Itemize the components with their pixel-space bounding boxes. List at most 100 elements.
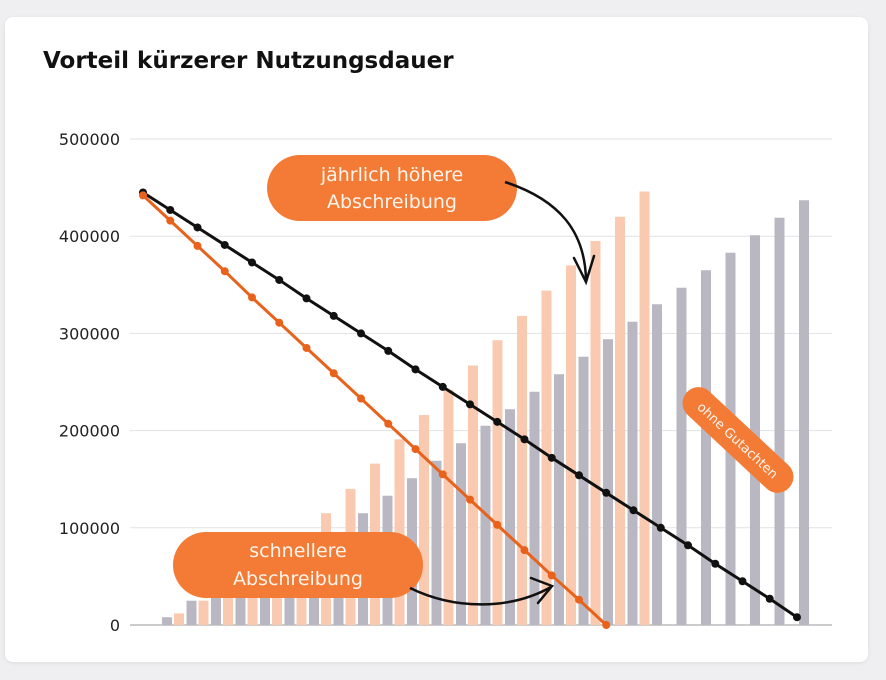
bar-grey: [211, 590, 221, 625]
line-dark-point: [602, 488, 611, 497]
line-dark-point: [166, 205, 175, 214]
bar-grey: [456, 443, 466, 625]
line-orange-point: [357, 394, 365, 403]
bar-grey: [676, 287, 687, 625]
line-dark-point: [275, 275, 284, 284]
annotation-schneller-line2: Abschreibung: [233, 568, 363, 590]
annotation-jaehrlich: jährlich höhere Abschreibung: [267, 155, 517, 221]
line-orange-point: [275, 318, 284, 327]
line-dark-point: [302, 294, 311, 303]
annotation-jaehrlich-line2: Abschreibung: [327, 191, 457, 213]
bar-peach: [198, 600, 209, 625]
line-orange-point: [547, 571, 556, 580]
y-tick-label: 400000: [59, 227, 120, 246]
line-orange-point: [520, 546, 529, 555]
line-dark-point: [656, 523, 665, 532]
line-dark-point: [411, 365, 420, 374]
line-dark-point: [547, 453, 556, 462]
line-dark-point: [193, 223, 202, 232]
bar-grey: [799, 200, 809, 625]
line-dark-point: [357, 329, 365, 338]
line-dark-point: [329, 311, 338, 320]
bar-grey: [578, 356, 589, 625]
bar-grey: [260, 571, 270, 625]
line-dark-point: [575, 471, 583, 480]
bar-peach: [492, 340, 503, 625]
chart-title: Vorteil kürzerer Nutzungsdauer: [43, 48, 454, 74]
line-dark-point: [765, 594, 774, 603]
bar-peach: [590, 241, 601, 625]
line-orange: [141, 194, 608, 627]
bar-grey: [235, 581, 246, 625]
y-tick-label: 100000: [59, 519, 120, 538]
line-dark-point: [466, 400, 474, 409]
line-dark-point: [438, 382, 447, 391]
line-orange-point: [438, 470, 447, 479]
line-dark-point: [248, 258, 256, 267]
line-dark-point: [684, 541, 692, 550]
line-orange-point: [384, 419, 393, 428]
annotation-ohne-gutachten-pill: [682, 387, 794, 493]
bar-peach: [247, 576, 258, 625]
line-series: [139, 188, 801, 629]
bar-grey: [701, 270, 711, 625]
annotation-schneller: schnellere Abschreibung: [173, 532, 423, 598]
bar-peach: [223, 588, 233, 625]
y-tick-label: 0: [110, 616, 120, 635]
line-dark-point: [220, 240, 229, 249]
bar-peach: [419, 415, 429, 625]
arrow-top-head: [572, 254, 596, 286]
bar-grey: [750, 235, 760, 625]
bar-grey: [505, 409, 515, 625]
y-tick-label: 300000: [59, 324, 120, 343]
annotation-jaehrlich-pill: [267, 155, 517, 221]
bar-grey: [162, 617, 172, 625]
bar-grey: [186, 600, 197, 625]
bar-peach: [394, 439, 405, 625]
bar-grey: [431, 460, 442, 625]
bar-grey: [652, 304, 662, 625]
bar-peach: [541, 290, 552, 625]
bar-grey: [529, 391, 540, 625]
y-tick-labels: 0 100000 200000 300000 400000 500000: [59, 130, 120, 635]
bar-grey: [627, 321, 638, 625]
line-dark-point: [384, 346, 393, 355]
line-dark-point: [520, 435, 529, 444]
y-tick-label: 200000: [59, 422, 120, 441]
line-orange-point: [193, 241, 202, 250]
line-orange-point: [493, 520, 502, 529]
bar-grey: [554, 374, 564, 625]
line-orange-point: [329, 369, 338, 378]
annotation-schneller-pill: [173, 532, 423, 598]
bar-grey: [480, 425, 491, 625]
line-orange-point: [248, 293, 256, 302]
annotation-schneller-line1: schnellere: [249, 540, 346, 562]
bar-peach: [174, 613, 184, 625]
y-tick-label: 500000: [59, 130, 120, 149]
line-orange-point: [302, 343, 311, 352]
line-orange-point: [575, 595, 583, 604]
bar-grey: [603, 339, 613, 625]
line-orange-point: [166, 216, 175, 225]
line-dark-point: [493, 417, 502, 426]
arrow-top: [504, 180, 588, 281]
bar-peach: [566, 265, 576, 625]
arrow-bottom-head: [529, 576, 555, 605]
line-dark-point: [793, 613, 801, 622]
line-orange-point: [602, 621, 611, 629]
line-orange-point: [466, 495, 474, 504]
annotation-jaehrlich-line1: jährlich höhere: [320, 164, 463, 186]
bar-peach: [517, 315, 527, 625]
bar-peach: [468, 365, 478, 625]
line-dark-point: [629, 506, 638, 515]
bar-peach: [443, 389, 454, 625]
line-orange-point: [139, 191, 147, 200]
arrow-bottom: [409, 585, 552, 606]
bar-peach: [615, 216, 625, 625]
line-dark-point: [711, 559, 720, 568]
line-dark-point: [738, 577, 747, 586]
bar-grey: [774, 217, 785, 625]
bar-peach: [639, 191, 650, 625]
line-orange-point: [411, 445, 420, 454]
